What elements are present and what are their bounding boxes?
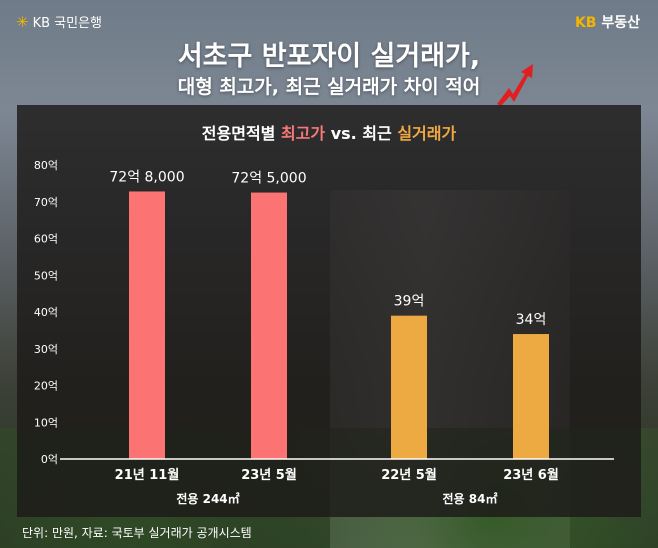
x-tick-label: 22년 5월 bbox=[381, 467, 437, 483]
headline: 서초구 반포자이 실거래가, bbox=[177, 41, 481, 72]
rising-arrow-icon bbox=[497, 64, 533, 106]
y-tick-label: 20억 bbox=[34, 380, 58, 393]
bar bbox=[251, 192, 287, 459]
title-actual: 실거래가 bbox=[397, 124, 457, 143]
kb-realestate-logo: KB 부동산 bbox=[575, 12, 640, 32]
chart-title: 전용면적별 최고가 vs. 최근 실거래가 bbox=[0, 120, 658, 144]
x-tick-label: 23년 6월 bbox=[503, 467, 559, 483]
kb-bank-logo: ✳ KB 국민은행 bbox=[16, 12, 102, 32]
y-tick-label: 50억 bbox=[34, 269, 58, 282]
subheadline: 대형 최고가, 최근 실거래가 차이 적어 bbox=[177, 76, 481, 98]
y-tick-label: 0억 bbox=[41, 453, 58, 466]
group-label: 전용 244㎡ bbox=[176, 491, 239, 506]
y-tick-label: 70억 bbox=[34, 196, 58, 209]
x-tick-label: 21년 11월 bbox=[115, 467, 180, 483]
bank-logo-text: KB 국민은행 bbox=[32, 16, 102, 31]
bar bbox=[129, 191, 165, 459]
source-note: 단위: 만원, 자료: 국토부 실거래가 공개시스템 bbox=[22, 526, 252, 540]
data-label: 39억 bbox=[394, 294, 425, 310]
bar bbox=[391, 315, 427, 459]
logo-kb: KB bbox=[574, 15, 597, 31]
data-label: 72억 8,000 bbox=[109, 169, 184, 185]
kb-star-icon: ✳ bbox=[16, 12, 29, 31]
title-part: vs. 최근 bbox=[325, 124, 398, 143]
y-tick-label: 60억 bbox=[34, 233, 58, 246]
bar bbox=[513, 334, 549, 459]
title-part: 전용면적별 bbox=[201, 124, 281, 143]
group-label: 전용 84㎡ bbox=[443, 491, 498, 506]
data-label: 72억 5,000 bbox=[231, 171, 306, 187]
y-tick-label: 40억 bbox=[34, 306, 58, 319]
logo-text: 부동산 bbox=[601, 15, 640, 31]
x-tick-label: 23년 5월 bbox=[241, 467, 297, 483]
y-tick-label: 30억 bbox=[34, 343, 58, 356]
title-highest: 최고가 bbox=[280, 124, 326, 143]
data-label: 34억 bbox=[516, 312, 547, 328]
y-tick-label: 80억 bbox=[34, 159, 58, 172]
y-tick-label: 10억 bbox=[34, 416, 58, 429]
